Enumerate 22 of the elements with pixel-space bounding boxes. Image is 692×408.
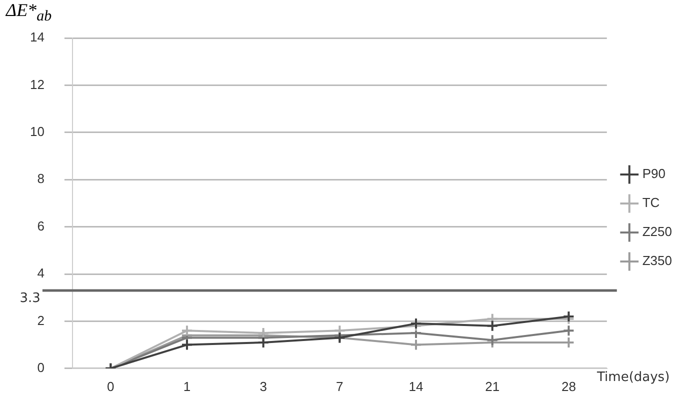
x-tick-label: 21 xyxy=(485,378,500,394)
legend-label: P90 xyxy=(642,166,666,182)
legend-label: TC xyxy=(642,195,660,210)
y-tick-label: 6 xyxy=(37,218,44,234)
y-tick-label: 0 xyxy=(37,360,44,375)
legend-label: Z350 xyxy=(642,253,672,268)
legend-label: Z250 xyxy=(642,224,672,240)
x-tick-label: 0 xyxy=(107,378,114,394)
x-axis-title: Time(days) xyxy=(597,370,670,385)
y-tick-label: 4 xyxy=(37,266,44,281)
y-tick-label: 8 xyxy=(37,171,44,186)
y-tick-label: 10 xyxy=(30,124,44,139)
x-tick-label: 3 xyxy=(260,378,267,394)
x-tick-label: 14 xyxy=(408,378,424,394)
ref-line-label: 3.3 xyxy=(20,290,40,306)
y-tick-label: 2 xyxy=(37,312,44,328)
y-axis-title: ΔE*$_{ab}$ xyxy=(6,0,52,26)
x-tick-label: 28 xyxy=(561,378,576,394)
y-tick-label: 12 xyxy=(30,76,44,92)
y-tick-label: 14 xyxy=(30,30,44,45)
x-tick-label: 7 xyxy=(336,378,344,394)
x-tick-label: 1 xyxy=(183,378,191,394)
